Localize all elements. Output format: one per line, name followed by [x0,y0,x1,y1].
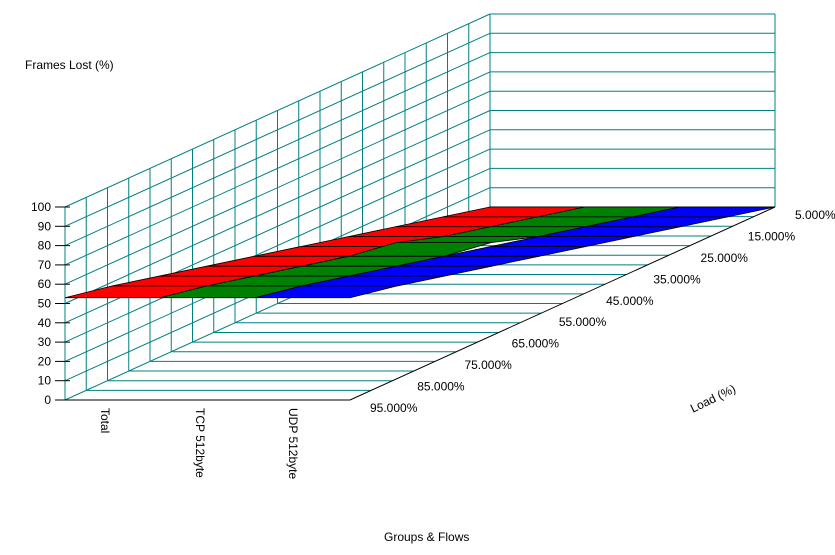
surface-cell-udp-512byte [254,285,398,299]
y-tick-label: 0 [44,393,51,407]
y-tick-label: 60 [38,277,52,291]
y-tick-label: 80 [38,239,52,253]
load-tick-label: 95.000% [370,401,418,415]
y-tick-label: 90 [38,219,52,233]
depth-axis-line [349,206,776,401]
y-tick-label: 30 [38,335,52,349]
load-tick-label: 75.000% [464,358,512,372]
y-tick-label: 70 [38,258,52,272]
group-tick-label: Total [98,408,112,433]
load-tick-label: 35.000% [653,272,701,286]
y-tick-label: 10 [38,374,52,388]
load-tick-label: 15.000% [748,229,796,243]
load-tick-label: 25.000% [701,251,749,265]
y-tick-label: 40 [38,316,52,330]
group-tick-label: TCP 512byte [193,408,207,478]
y-tick-label: 100 [31,200,51,214]
y-tick-label: 50 [38,297,52,311]
load-tick-label: 5.000% [795,208,835,222]
group-tick-label: UDP 512byte [286,408,300,479]
load-tick-label: 55.000% [559,315,607,329]
y-tick-label: 20 [38,354,52,368]
load-tick-label: 85.000% [417,380,465,394]
y-axis-title: Frames Lost (%) [25,58,114,72]
x-axis-title: Groups & Flows [384,530,470,544]
load-tick-label: 45.000% [606,294,654,308]
load-tick-label: 65.000% [512,337,560,351]
